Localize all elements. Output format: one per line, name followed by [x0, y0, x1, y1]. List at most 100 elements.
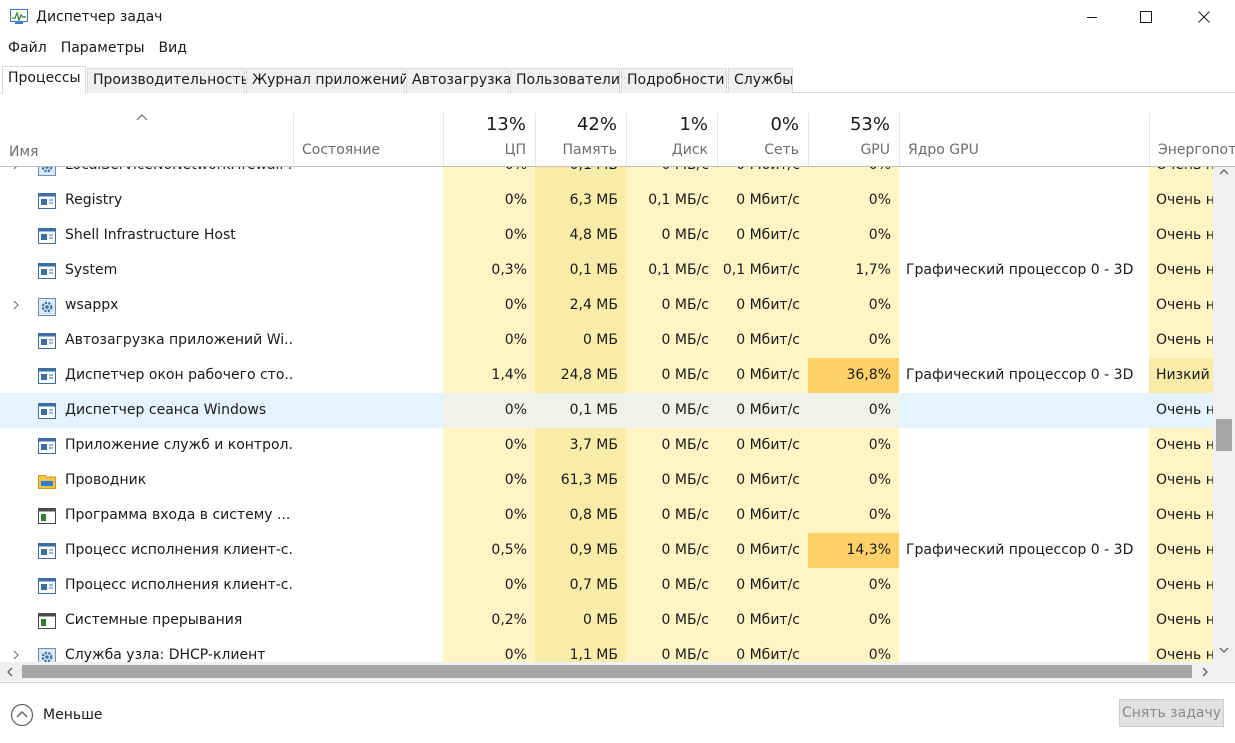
- process-network: 0 Мбит/с: [717, 533, 808, 568]
- login-window-icon: [38, 613, 56, 629]
- scroll-down-icon[interactable]: [1218, 645, 1230, 655]
- process-memory: 6,3 МБ: [535, 183, 626, 218]
- header-network[interactable]: 0% Сеть: [717, 113, 808, 166]
- process-row[interactable]: Проводник 0% 61,3 МБ 0 МБ/с 0 Мбит/с 0% Очень …: [0, 463, 1213, 498]
- task-manager-icon: [10, 9, 28, 25]
- process-row[interactable]: Программа входа в систему ... 0% 0,8 МБ 0 М…: [0, 498, 1213, 533]
- process-disk: 0 МБ/с: [626, 498, 717, 533]
- process-row[interactable]: LocalServiceNoNetworkFirewall ...0%0,1 М…: [0, 167, 1213, 183]
- process-row[interactable]: Shell Infrastructure Host 0% 4,8 МБ 0 МБ/с 0…: [0, 218, 1213, 253]
- process-disk: 0 МБ/с: [626, 358, 717, 393]
- process-power-usage: Очень н: [1156, 402, 1213, 418]
- menu-options[interactable]: Параметры: [60, 40, 145, 56]
- process-row[interactable]: Registry 0% 6,3 МБ 0,1 МБ/с 0 Мбит/с 0% Очень …: [0, 183, 1213, 218]
- menu-view[interactable]: Вид: [158, 40, 187, 56]
- maximize-button[interactable]: [1123, 0, 1169, 34]
- process-row[interactable]: System 0,3% 0,1 МБ 0,1 МБ/с 0,1 Мбит/с 1,7% Гр…: [0, 253, 1213, 288]
- process-row[interactable]: Приложение служб и контрол... 0% 3,7 МБ 0 М…: [0, 428, 1213, 463]
- process-power-usage: Очень н: [1149, 218, 1213, 253]
- process-gpu-core: [899, 498, 1147, 533]
- header-gpu-core-label: Ядро GPU: [908, 142, 979, 158]
- app-window-icon: [38, 543, 56, 559]
- process-row[interactable]: Системные прерывания 0,2% 0 МБ 0 МБ/с 0 Мбит…: [0, 603, 1213, 638]
- sort-ascending-icon[interactable]: [135, 112, 149, 122]
- expand-chevron-icon[interactable]: [10, 167, 22, 171]
- tab-details[interactable]: Подробности: [621, 68, 727, 93]
- process-power-usage: Очень н: [1149, 498, 1213, 533]
- process-gpu: 14,3%: [808, 533, 899, 568]
- process-row[interactable]: Процесс исполнения клиент-с... 0% 0,7 МБ 0 …: [0, 568, 1213, 603]
- process-row[interactable]: Служба узла: DHCP-клиент 0% 1,1 МБ 0 МБ/с 0 …: [0, 638, 1213, 662]
- expand-chevron-icon[interactable]: [10, 649, 22, 661]
- tab-startup[interactable]: Автозагрузка: [406, 68, 512, 93]
- header-status[interactable]: Состояние: [293, 113, 443, 166]
- process-cpu: 0,5%: [443, 533, 535, 568]
- tab-users[interactable]: Пользователи: [510, 68, 620, 93]
- process-gpu: 0%: [808, 183, 899, 218]
- horizontal-scroll-thumb[interactable]: [22, 665, 1192, 678]
- vertical-scroll-thumb[interactable]: [1216, 419, 1232, 451]
- process-cpu: 0%: [443, 323, 535, 358]
- minimize-button[interactable]: [1069, 0, 1115, 34]
- process-gpu: 0%: [808, 167, 899, 183]
- process-name: Проводник: [65, 472, 147, 488]
- process-name: wsappx: [65, 297, 119, 313]
- process-gpu-core: Графический процессор 0 - 3D: [906, 262, 1134, 278]
- process-row[interactable]: Диспетчер окон рабочего сто... 1,4% 24,8 М…: [0, 358, 1213, 393]
- process-network: 0 Мбит/с: [717, 568, 808, 603]
- scroll-up-icon[interactable]: [1218, 167, 1230, 177]
- app-window-icon: [38, 403, 56, 419]
- process-row[interactable]: Диспетчер сеанса Windows 0% 0,1 МБ 0 МБ/с 0 …: [0, 393, 1213, 428]
- process-power-usage: Очень н: [1149, 183, 1213, 218]
- process-memory: 61,3 МБ: [535, 463, 626, 498]
- process-cpu: 0%: [443, 428, 535, 463]
- process-memory: 0 МБ: [535, 323, 626, 358]
- process-disk: 0 МБ/с: [626, 393, 717, 428]
- process-gpu: 0%: [808, 393, 899, 428]
- header-power[interactable]: Энергопот: [1149, 113, 1235, 166]
- vertical-scrollbar[interactable]: [1213, 167, 1235, 662]
- process-cpu: 0%: [443, 393, 535, 428]
- process-row[interactable]: Процесс исполнения клиент-с... 0,5% 0,9 МБ…: [0, 533, 1213, 568]
- header-cpu[interactable]: 13% ЦП: [443, 113, 535, 166]
- app-window-icon: [38, 228, 56, 244]
- header-disk[interactable]: 1% Диск: [626, 113, 717, 166]
- horizontal-scrollbar[interactable]: [0, 662, 1235, 681]
- menu-file[interactable]: Файл: [8, 40, 47, 56]
- expand-chevron-icon[interactable]: [10, 299, 22, 311]
- process-row[interactable]: Автозагрузка приложений Wi... 0% 0 МБ 0 МБ/…: [0, 323, 1213, 358]
- process-memory: 0,1 МБ: [535, 393, 626, 428]
- header-gpu-core[interactable]: Ядро GPU: [899, 113, 1149, 166]
- header-status-label: Состояние: [302, 142, 381, 158]
- fewer-details-button[interactable]: Меньше: [10, 702, 103, 728]
- header-gpu[interactable]: 53% GPU: [808, 113, 899, 166]
- process-network: 0 Мбит/с: [717, 463, 808, 498]
- tab-performance[interactable]: Производительность: [87, 68, 249, 93]
- process-gpu-core: [899, 463, 1147, 498]
- process-gpu-core: [899, 323, 1147, 358]
- process-power-usage: Очень н: [1149, 638, 1213, 662]
- table-header: Имя Состояние 13% ЦП 42% Память 1% Диск …: [0, 113, 1235, 167]
- scroll-right-icon[interactable]: [1200, 666, 1210, 678]
- process-gpu: 0%: [808, 603, 899, 638]
- maximize-icon: [1140, 11, 1152, 23]
- scroll-left-icon[interactable]: [5, 666, 15, 678]
- process-gpu: 0%: [808, 288, 899, 323]
- process-name: Системные прерывания: [65, 612, 243, 628]
- process-row[interactable]: wsappx 0% 2,4 МБ 0 МБ/с 0 Мбит/с 0% Очень н: [0, 288, 1213, 323]
- process-gpu-core: Графический процессор 0 - 3D: [906, 542, 1134, 558]
- tab-services[interactable]: Службы: [728, 68, 793, 93]
- footer: Меньше Снять задачу: [0, 682, 1235, 743]
- process-memory: 0,7 МБ: [535, 568, 626, 603]
- tab-processes[interactable]: Процессы: [2, 66, 86, 94]
- end-task-button[interactable]: Снять задачу: [1119, 699, 1224, 727]
- process-network: 0 Мбит/с: [717, 428, 808, 463]
- close-button[interactable]: [1181, 0, 1227, 34]
- process-network: 0 Мбит/с: [717, 323, 808, 358]
- tab-app-history[interactable]: Журнал приложений: [246, 68, 409, 93]
- header-name[interactable]: Имя: [9, 144, 39, 160]
- header-gpu-label: GPU: [860, 142, 890, 158]
- header-memory[interactable]: 42% Память: [535, 113, 626, 166]
- process-name: Shell Infrastructure Host: [65, 227, 236, 243]
- process-memory: 3,7 МБ: [535, 428, 626, 463]
